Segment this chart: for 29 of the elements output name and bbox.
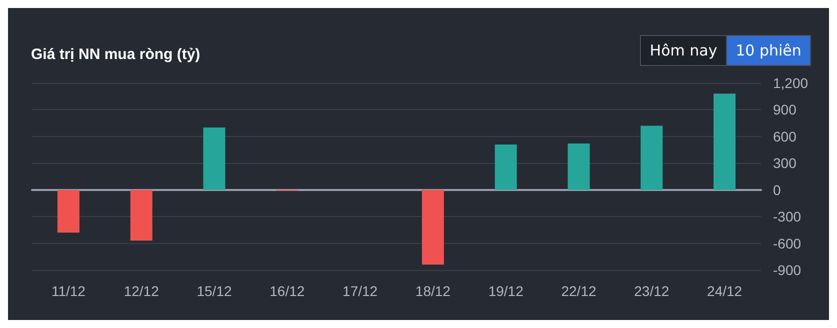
y-tick-label: -300: [773, 208, 802, 225]
x-tick-label: 16/12: [270, 283, 305, 299]
bar: [494, 144, 517, 190]
text: 10 phiên: [736, 42, 802, 60]
x-tick-label: 22/12: [561, 283, 596, 299]
text: Hôm nay: [650, 42, 718, 60]
x-tick-label: 15/12: [196, 283, 232, 299]
x-tick-label: 11/12: [51, 283, 86, 299]
bar: [640, 126, 663, 190]
y-tick-label: 300: [773, 155, 797, 172]
bar: [568, 144, 590, 190]
x-tick-label: 19/12: [488, 283, 524, 299]
y-tick-label: 0: [773, 182, 781, 198]
bar: [57, 190, 80, 233]
x-tick-label: 12/12: [124, 283, 160, 299]
y-tick-label: 900: [773, 102, 797, 118]
x-tick-label: 18/12: [415, 283, 451, 299]
y-tick-label: 1,200: [773, 75, 808, 91]
y-tick-label: -900: [773, 262, 802, 278]
chart-title: Giá trị NN mua ròng (tỷ): [31, 46, 200, 63]
bar: [130, 190, 152, 241]
bar: [714, 94, 736, 190]
x-tick-label: 24/12: [707, 283, 742, 299]
bar: [203, 128, 226, 190]
bar: [422, 190, 444, 265]
x-tick-label: 17/12: [342, 283, 378, 299]
y-tick-label: -600: [773, 235, 802, 252]
x-tick-label: 23/12: [634, 283, 670, 299]
y-tick-label: 600: [773, 128, 797, 144]
